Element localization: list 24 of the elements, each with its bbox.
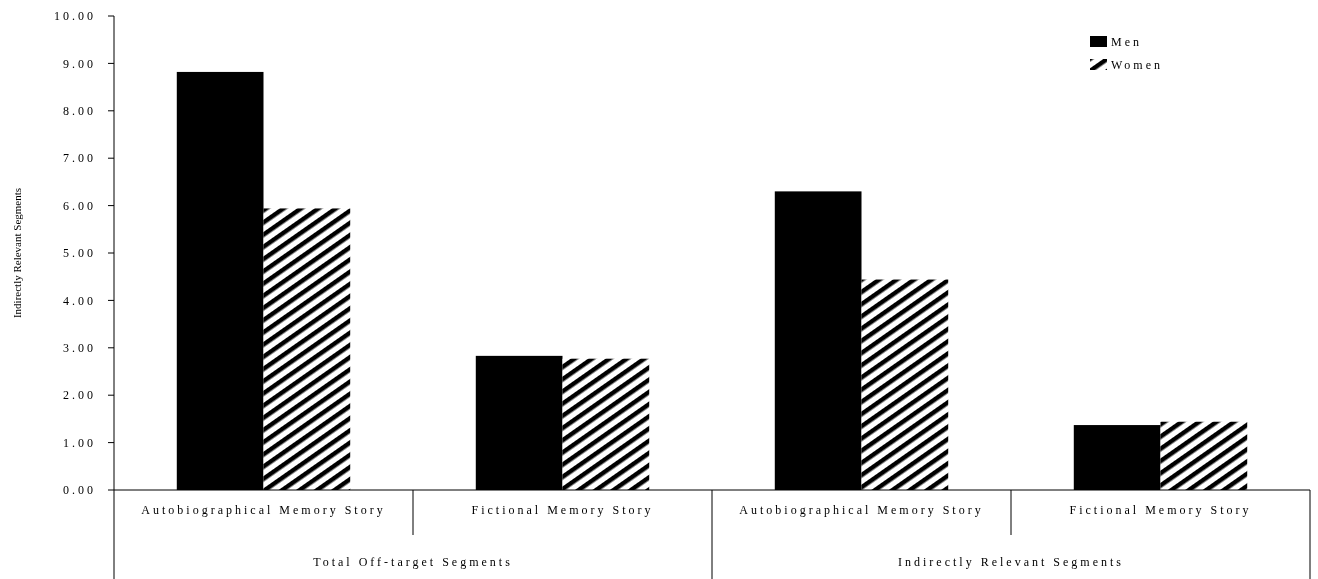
y-tick-label: 9.00 [63, 56, 96, 71]
bar [861, 279, 949, 490]
y-tick-label: 8.00 [63, 104, 96, 118]
y-tick-label: 4.00 [63, 293, 96, 308]
y-axis-title: Indirectly Relevant Segments [11, 187, 23, 319]
text: Indirectly Relevant Segments [898, 555, 1124, 569]
y-tick-label: 3.00 [63, 341, 96, 355]
legend-label: Men [1111, 35, 1142, 50]
y-tick-label: 10.00 [54, 9, 96, 24]
x-tick-label: Fictional Memory Story [471, 503, 654, 517]
text: Total Off-target Segments [313, 555, 513, 569]
x-tick-label: Autobiographical Memory Story [739, 503, 984, 517]
y-tick-label: 2.00 [63, 388, 96, 403]
y-tick-label: 1.00 [63, 435, 96, 450]
y-tick-label: 7.00 [63, 151, 96, 166]
legend-label: Women [1111, 58, 1164, 73]
bar [562, 358, 650, 490]
x-tick-label: Fictional Memory Story [1069, 503, 1252, 517]
y-tick-label: 6.00 [63, 198, 96, 213]
bar [1160, 421, 1248, 490]
bar [263, 208, 351, 490]
x-tick-label: Autobiographical Memory Story [141, 503, 386, 517]
y-tick-label: 5.00 [63, 246, 96, 261]
y-tick-label: 0.00 [63, 483, 96, 498]
